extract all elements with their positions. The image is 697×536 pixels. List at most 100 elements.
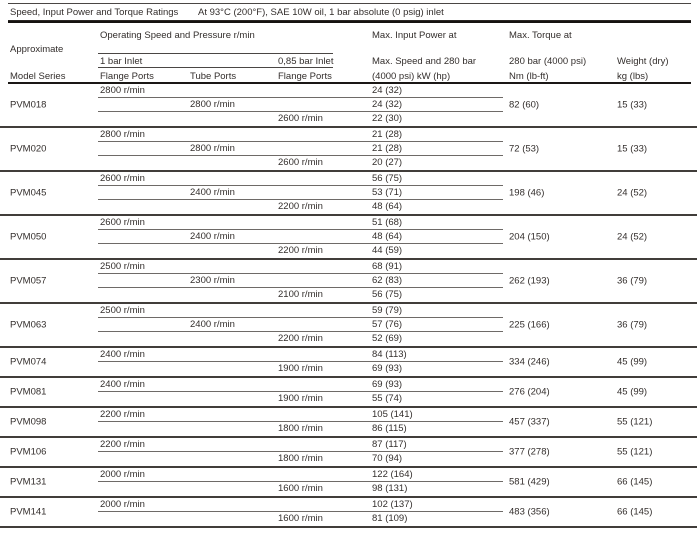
table-row: 2400 r/min 84 (113) bbox=[0, 348, 697, 362]
power-value: 62 (83) bbox=[372, 275, 403, 286]
torque-value: 204 (150) bbox=[509, 231, 550, 243]
power-value: 57 (76) bbox=[372, 319, 403, 330]
power-value: 87 (117) bbox=[372, 439, 407, 450]
header-max-torque-2: 280 bar (4000 psi) bbox=[509, 56, 587, 67]
header-1bar-inlet: 1 bar Inlet bbox=[100, 56, 143, 67]
weight-value: 15 (33) bbox=[617, 99, 648, 111]
speed-value: 2000 r/min bbox=[100, 499, 145, 510]
header-max-input-power-1: Max. Input Power at bbox=[372, 30, 457, 41]
table-row: 2800 r/min 21 (28) bbox=[0, 142, 697, 156]
header-bottom-divider bbox=[8, 82, 691, 84]
speed-value: 2200 r/min bbox=[278, 245, 323, 256]
power-value: 69 (93) bbox=[372, 363, 403, 374]
header-rule-operating bbox=[98, 53, 333, 54]
model-group-pvm063: 2500 r/min 59 (79) 2400 r/min 57 (76) 2200 r… bbox=[0, 304, 697, 348]
weight-value: 24 (52) bbox=[617, 231, 648, 243]
speed-value: 2300 r/min bbox=[190, 275, 235, 286]
header-flange-ports-1: Flange Ports bbox=[100, 71, 154, 82]
speed-value: 2600 r/min bbox=[100, 173, 145, 184]
table-row: 2200 r/min 52 (69) bbox=[0, 332, 697, 346]
speed-value: 2000 r/min bbox=[100, 469, 145, 480]
power-value: 53 (71) bbox=[372, 187, 403, 198]
row-divider bbox=[98, 451, 503, 452]
power-value: 122 (164) bbox=[372, 469, 413, 480]
weight-value: 55 (121) bbox=[617, 416, 653, 428]
row-divider bbox=[98, 361, 503, 362]
row-divider bbox=[98, 273, 503, 274]
speed-value: 1900 r/min bbox=[278, 393, 323, 404]
table-row: 2400 r/min 53 (71) bbox=[0, 186, 697, 200]
table-row: 2600 r/min 56 (75) bbox=[0, 172, 697, 186]
table-row: 2800 r/min 24 (32) bbox=[0, 84, 697, 98]
model-series-label: PVM063 bbox=[10, 319, 47, 331]
speed-value: 2500 r/min bbox=[100, 305, 145, 316]
weight-value: 45 (99) bbox=[617, 356, 648, 368]
weight-value: 66 (145) bbox=[617, 476, 653, 488]
torque-value: 377 (278) bbox=[509, 446, 550, 458]
table-title: Speed, Input Power and Torque Ratings bbox=[10, 7, 179, 18]
header-weight-1: Weight (dry) bbox=[617, 56, 669, 67]
torque-value: 276 (204) bbox=[509, 386, 550, 398]
speed-value: 2400 r/min bbox=[190, 187, 235, 198]
model-series-label: PVM141 bbox=[10, 506, 47, 518]
row-divider bbox=[98, 391, 503, 392]
table-row: 2400 r/min 69 (93) bbox=[0, 378, 697, 392]
row-divider bbox=[98, 111, 503, 112]
row-divider bbox=[98, 141, 503, 142]
torque-value: 483 (356) bbox=[509, 506, 550, 518]
torque-value: 72 (53) bbox=[509, 143, 540, 155]
model-group-pvm141: 2000 r/min 102 (137) 1600 r/min 81 (109) PVM… bbox=[0, 498, 697, 528]
table-row: 2200 r/min 44 (59) bbox=[0, 244, 697, 258]
speed-value: 2800 r/min bbox=[100, 85, 145, 96]
model-group-pvm045: 2600 r/min 56 (75) 2400 r/min 53 (71) 2200 r… bbox=[0, 172, 697, 216]
speed-value: 1600 r/min bbox=[278, 483, 323, 494]
model-series-label: PVM131 bbox=[10, 476, 47, 488]
power-value: 21 (28) bbox=[372, 129, 403, 140]
model-group-pvm074: 2400 r/min 84 (113) 1900 r/min 69 (93) PVM07… bbox=[0, 348, 697, 378]
model-series-label: PVM018 bbox=[10, 99, 47, 111]
row-divider bbox=[98, 317, 503, 318]
torque-value: 262 (193) bbox=[509, 275, 550, 287]
row-divider bbox=[98, 287, 503, 288]
model-group-pvm098: 2200 r/min 105 (141) 1800 r/min 86 (115) PVM… bbox=[0, 408, 697, 438]
torque-value: 225 (166) bbox=[509, 319, 550, 331]
top-rule bbox=[8, 3, 691, 4]
header-operating-speed: Operating Speed and Pressure r/min bbox=[100, 30, 255, 41]
power-value: 59 (79) bbox=[372, 305, 403, 316]
model-series-label: PVM106 bbox=[10, 446, 47, 458]
speed-value: 2800 r/min bbox=[100, 129, 145, 140]
table-body: 2800 r/min 24 (32) 2800 r/min 24 (32) 2600 r… bbox=[0, 84, 697, 528]
table-row: 2300 r/min 62 (83) bbox=[0, 274, 697, 288]
power-value: 44 (59) bbox=[372, 245, 403, 256]
power-value: 98 (131) bbox=[372, 483, 408, 494]
model-series-label: PVM074 bbox=[10, 356, 47, 368]
header-max-torque-1: Max. Torque at bbox=[509, 30, 572, 41]
table-row: 1600 r/min 81 (109) bbox=[0, 512, 697, 526]
header-rule-inlet bbox=[98, 67, 333, 68]
header-max-input-power-3: (4000 psi) kW (hp) bbox=[372, 71, 451, 82]
speed-value: 2600 r/min bbox=[100, 217, 145, 228]
power-value: 20 (27) bbox=[372, 157, 403, 168]
table-row: 1800 r/min 70 (94) bbox=[0, 452, 697, 466]
table-row: 1900 r/min 69 (93) bbox=[0, 362, 697, 376]
speed-value: 2400 r/min bbox=[100, 349, 145, 360]
table-row: 2000 r/min 102 (137) bbox=[0, 498, 697, 512]
row-divider bbox=[98, 97, 503, 98]
speed-value: 2600 r/min bbox=[278, 157, 323, 168]
model-group-pvm018: 2800 r/min 24 (32) 2800 r/min 24 (32) 2600 r… bbox=[0, 84, 697, 128]
table-row: 2800 r/min 21 (28) bbox=[0, 128, 697, 142]
torque-value: 457 (337) bbox=[509, 416, 550, 428]
weight-value: 24 (52) bbox=[617, 187, 648, 199]
table-row: 1600 r/min 98 (131) bbox=[0, 482, 697, 496]
table-row: 2200 r/min 87 (117) bbox=[0, 438, 697, 452]
speed-value: 2400 r/min bbox=[100, 379, 145, 390]
weight-value: 36 (79) bbox=[617, 275, 648, 287]
speed-value: 2200 r/min bbox=[100, 439, 145, 450]
row-divider bbox=[98, 481, 503, 482]
table-row: 2400 r/min 57 (76) bbox=[0, 318, 697, 332]
table-row: 2400 r/min 48 (64) bbox=[0, 230, 697, 244]
model-group-pvm050: 2600 r/min 51 (68) 2400 r/min 48 (64) 2200 r… bbox=[0, 216, 697, 260]
torque-value: 198 (46) bbox=[509, 187, 545, 199]
model-group-pvm057: 2500 r/min 68 (91) 2300 r/min 62 (83) 2100 r… bbox=[0, 260, 697, 304]
